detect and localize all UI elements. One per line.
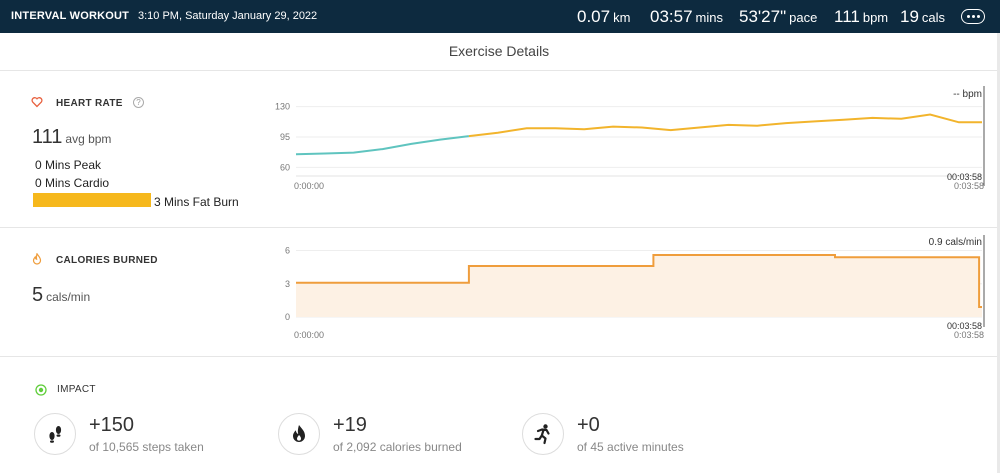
top-bar: INTERVAL WORKOUT 3:10 PM, Saturday Janua… — [0, 0, 1000, 33]
peak-zone-minutes: 0 Mins Peak — [35, 158, 102, 172]
y-tick-label: 6 — [285, 246, 290, 256]
y-tick-label: 130 — [275, 102, 290, 112]
ellipsis-icon — [966, 15, 970, 18]
pace-stat: 53'27" pace — [739, 7, 818, 26]
calories-impact-subtext: of 2,092 calories burned — [333, 440, 462, 454]
divider — [0, 227, 997, 228]
calories-chart[interactable]: 6 3 0 0.9 cals/min 00:03:58 0:00:00 0:03:58 — [270, 233, 992, 345]
calories-line — [296, 254, 982, 308]
x-end-label: 0:03:58 — [954, 181, 984, 191]
duration-stat: 03:57 mins — [650, 7, 723, 26]
avg-heart-rate: 111 avg bpm — [32, 126, 112, 148]
more-options-button[interactable] — [961, 9, 985, 24]
target-icon — [35, 384, 47, 396]
steps-impact-value: +150 — [89, 414, 135, 436]
y-tick-label: 3 — [285, 279, 290, 289]
calories-flame-icon — [278, 413, 320, 455]
heart-rate-label: HEART RATE — [56, 98, 123, 109]
workout-datetime: 3:10 PM, Saturday January 29, 2022 — [138, 10, 318, 22]
page-title: Exercise Details — [448, 43, 550, 59]
workout-title: INTERVAL WORKOUT — [11, 10, 130, 22]
x-start-label: 0:00:00 — [294, 181, 324, 191]
divider — [0, 70, 997, 71]
divider — [0, 356, 997, 357]
footsteps-icon — [34, 413, 76, 455]
heart-rate-line-fat-burn — [468, 113, 982, 138]
steps-impact-subtext: of 10,565 steps taken — [89, 440, 204, 454]
cursor-time-label: 00:03:58 — [947, 321, 982, 331]
y-tick-label: 60 — [280, 162, 290, 172]
avg-calories-per-minute: 5 cals/min — [32, 284, 91, 306]
distance-stat: 0.07 km — [577, 7, 631, 26]
bpm-readout: -- bpm — [953, 89, 982, 100]
fat-burn-zone-minutes: 3 Mins Fat Burn — [154, 195, 239, 209]
heart-rate-chart[interactable]: 130 95 60 -- bpm 00:03:58 0:00:00 0:03:58 — [270, 84, 992, 196]
active-minutes-impact-subtext: of 45 active minutes — [577, 440, 684, 454]
calories-readout: 0.9 cals/min — [929, 237, 982, 248]
calories-stat: 19 cals — [900, 7, 946, 26]
x-end-label: 0:03:58 — [954, 330, 984, 340]
heart-rate-line-below-zone — [295, 135, 470, 156]
cursor-time-label: 00:03:58 — [947, 172, 982, 182]
y-tick-label: 95 — [280, 132, 290, 142]
calories-impact-value: +19 — [333, 414, 367, 436]
cardio-zone-minutes: 0 Mins Cardio — [35, 176, 110, 190]
active-minutes-impact-value: +0 — [577, 414, 600, 436]
heart-rate-stat: 111 bpm — [834, 7, 889, 26]
scrollbar[interactable] — [997, 33, 1000, 473]
x-start-label: 0:00:00 — [294, 330, 324, 340]
heart-icon — [31, 97, 43, 108]
calories-area-fill — [296, 255, 982, 317]
flame-icon — [32, 253, 42, 265]
fat-burn-bar — [33, 193, 151, 207]
running-person-icon — [522, 413, 564, 455]
y-tick-label: 0 — [285, 312, 290, 322]
calories-burned-label: CALORIES BURNED — [56, 255, 158, 266]
help-icon[interactable]: ? — [133, 97, 144, 108]
impact-label: IMPACT — [57, 384, 96, 395]
